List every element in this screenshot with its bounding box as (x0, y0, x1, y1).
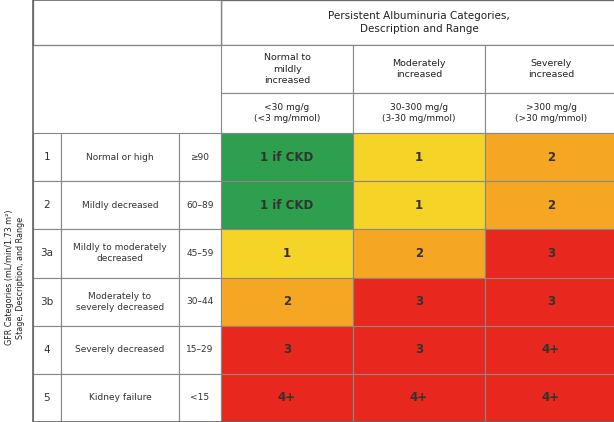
Text: Mildly to moderately
decreased: Mildly to moderately decreased (73, 243, 167, 263)
Bar (33, 229, 61, 278)
Text: ≥90: ≥90 (190, 153, 209, 162)
Text: <15: <15 (190, 393, 209, 403)
Text: 3b: 3b (41, 297, 53, 307)
Bar (179, 229, 221, 278)
Text: 4+: 4+ (410, 392, 428, 404)
Text: 2: 2 (415, 247, 423, 260)
Bar (353, 326, 485, 374)
Text: Severely decreased: Severely decreased (76, 345, 165, 354)
Text: 30–44: 30–44 (187, 297, 214, 306)
Text: 5: 5 (44, 393, 50, 403)
Bar (179, 326, 221, 374)
Text: 2: 2 (547, 151, 555, 164)
Bar (61, 278, 179, 326)
Bar (221, 326, 353, 374)
Bar (179, 374, 221, 422)
Text: 4: 4 (44, 345, 50, 355)
Bar (221, 45, 353, 93)
Text: 1 if CKD: 1 if CKD (260, 151, 314, 164)
Text: 3: 3 (547, 247, 555, 260)
Text: 1: 1 (415, 151, 423, 164)
Bar (33, 133, 61, 181)
Text: 30-300 mg/g
(3-30 mg/mmol): 30-300 mg/g (3-30 mg/mmol) (383, 103, 456, 123)
Text: Severely
increased: Severely increased (528, 59, 574, 79)
Text: GFR Categories (mL/min/1.73 m²)
Stage, Description, and Range: GFR Categories (mL/min/1.73 m²) Stage, D… (4, 210, 25, 345)
Text: 3: 3 (415, 343, 423, 356)
Bar (485, 229, 614, 278)
Text: 2: 2 (44, 200, 50, 210)
Text: 1: 1 (44, 152, 50, 162)
Bar (221, 278, 353, 326)
Text: Mildly decreased: Mildly decreased (82, 201, 158, 210)
Bar (353, 45, 485, 93)
Text: 2: 2 (547, 199, 555, 212)
Text: 15–29: 15–29 (186, 345, 214, 354)
Text: Persistent Albuminuria Categories,
Description and Range: Persistent Albuminuria Categories, Descr… (328, 11, 510, 34)
Text: Moderately to
severely decreased: Moderately to severely decreased (76, 292, 164, 311)
Text: 1: 1 (283, 247, 291, 260)
Text: 60–89: 60–89 (186, 201, 214, 210)
Bar (221, 374, 353, 422)
Bar (485, 93, 614, 133)
Bar (221, 181, 353, 229)
Bar (33, 278, 61, 326)
Bar (485, 133, 614, 181)
Bar (33, 181, 61, 229)
Text: 1: 1 (415, 199, 423, 212)
Bar (61, 374, 179, 422)
Bar (221, 229, 353, 278)
Bar (485, 45, 614, 93)
Text: 3a: 3a (41, 249, 53, 258)
Bar (179, 278, 221, 326)
Bar (221, 133, 353, 181)
Bar (221, 93, 353, 133)
Bar (353, 278, 485, 326)
Bar (353, 133, 485, 181)
Bar (485, 374, 614, 422)
Bar (33, 374, 61, 422)
Bar (33, 326, 61, 374)
Bar (61, 326, 179, 374)
Bar (353, 181, 485, 229)
Bar (353, 374, 485, 422)
Bar (485, 326, 614, 374)
Text: 3: 3 (415, 295, 423, 308)
Text: >300 mg/g
(>30 mg/mmol): >300 mg/g (>30 mg/mmol) (515, 103, 587, 123)
Text: Normal or high: Normal or high (86, 153, 154, 162)
Bar (179, 181, 221, 229)
Text: 1 if CKD: 1 if CKD (260, 199, 314, 212)
Text: Moderately
increased: Moderately increased (392, 59, 446, 79)
Bar (485, 181, 614, 229)
Text: 4+: 4+ (542, 343, 560, 356)
Bar (61, 181, 179, 229)
Text: 3: 3 (547, 295, 555, 308)
Bar (61, 133, 179, 181)
Text: 4+: 4+ (278, 392, 296, 404)
Bar (353, 93, 485, 133)
Bar (485, 278, 614, 326)
Bar (179, 133, 221, 181)
Text: <30 mg/g
(<3 mg/mmol): <30 mg/g (<3 mg/mmol) (254, 103, 320, 123)
Bar (221, 0, 614, 45)
Text: Kidney failure: Kidney failure (88, 393, 152, 403)
Text: Normal to
mildly
increased: Normal to mildly increased (263, 54, 311, 84)
Bar (353, 229, 485, 278)
Text: 45–59: 45–59 (186, 249, 214, 258)
Bar (61, 229, 179, 278)
Text: 2: 2 (283, 295, 291, 308)
Text: 3: 3 (283, 343, 291, 356)
Bar (33, 0, 221, 45)
Text: 4+: 4+ (542, 392, 560, 404)
